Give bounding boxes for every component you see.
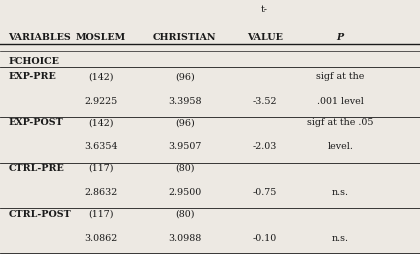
Text: t-: t- — [261, 5, 268, 14]
Text: (80): (80) — [175, 210, 194, 218]
Text: CTRL-POST: CTRL-POST — [8, 210, 71, 218]
Text: -2.03: -2.03 — [252, 142, 277, 151]
Text: -0.10: -0.10 — [252, 234, 277, 243]
Text: VARIABLES: VARIABLES — [8, 33, 71, 42]
Text: FCHOICE: FCHOICE — [8, 57, 59, 66]
Text: -0.75: -0.75 — [252, 188, 277, 197]
Text: -3.52: -3.52 — [252, 97, 277, 105]
Text: sigf at the: sigf at the — [316, 72, 365, 81]
Text: (117): (117) — [88, 164, 113, 173]
Text: CTRL-PRE: CTRL-PRE — [8, 164, 64, 173]
Text: CHRISTIAN: CHRISTIAN — [153, 33, 217, 42]
Text: 3.0862: 3.0862 — [84, 234, 118, 243]
Text: 3.0988: 3.0988 — [168, 234, 202, 243]
Text: MOSLEM: MOSLEM — [76, 33, 126, 42]
Text: (80): (80) — [175, 164, 194, 173]
Text: level.: level. — [327, 142, 353, 151]
Text: EXP-PRE: EXP-PRE — [8, 72, 56, 81]
Text: .001 level: .001 level — [317, 97, 364, 105]
Text: 2.9225: 2.9225 — [84, 97, 118, 105]
Text: n.s.: n.s. — [332, 234, 349, 243]
Text: 3.3958: 3.3958 — [168, 97, 202, 105]
Text: 3.9507: 3.9507 — [168, 142, 202, 151]
Text: 3.6354: 3.6354 — [84, 142, 118, 151]
Text: (117): (117) — [88, 210, 113, 218]
Text: sigf at the .05: sigf at the .05 — [307, 118, 373, 127]
Text: (96): (96) — [175, 72, 195, 81]
Text: VALUE: VALUE — [247, 33, 283, 42]
Text: (142): (142) — [88, 118, 113, 127]
Text: (142): (142) — [88, 72, 113, 81]
Text: EXP-POST: EXP-POST — [8, 118, 63, 127]
Text: 2.9500: 2.9500 — [168, 188, 202, 197]
Text: (96): (96) — [175, 118, 195, 127]
Text: n.s.: n.s. — [332, 188, 349, 197]
Text: P: P — [337, 33, 344, 42]
Text: 2.8632: 2.8632 — [84, 188, 118, 197]
